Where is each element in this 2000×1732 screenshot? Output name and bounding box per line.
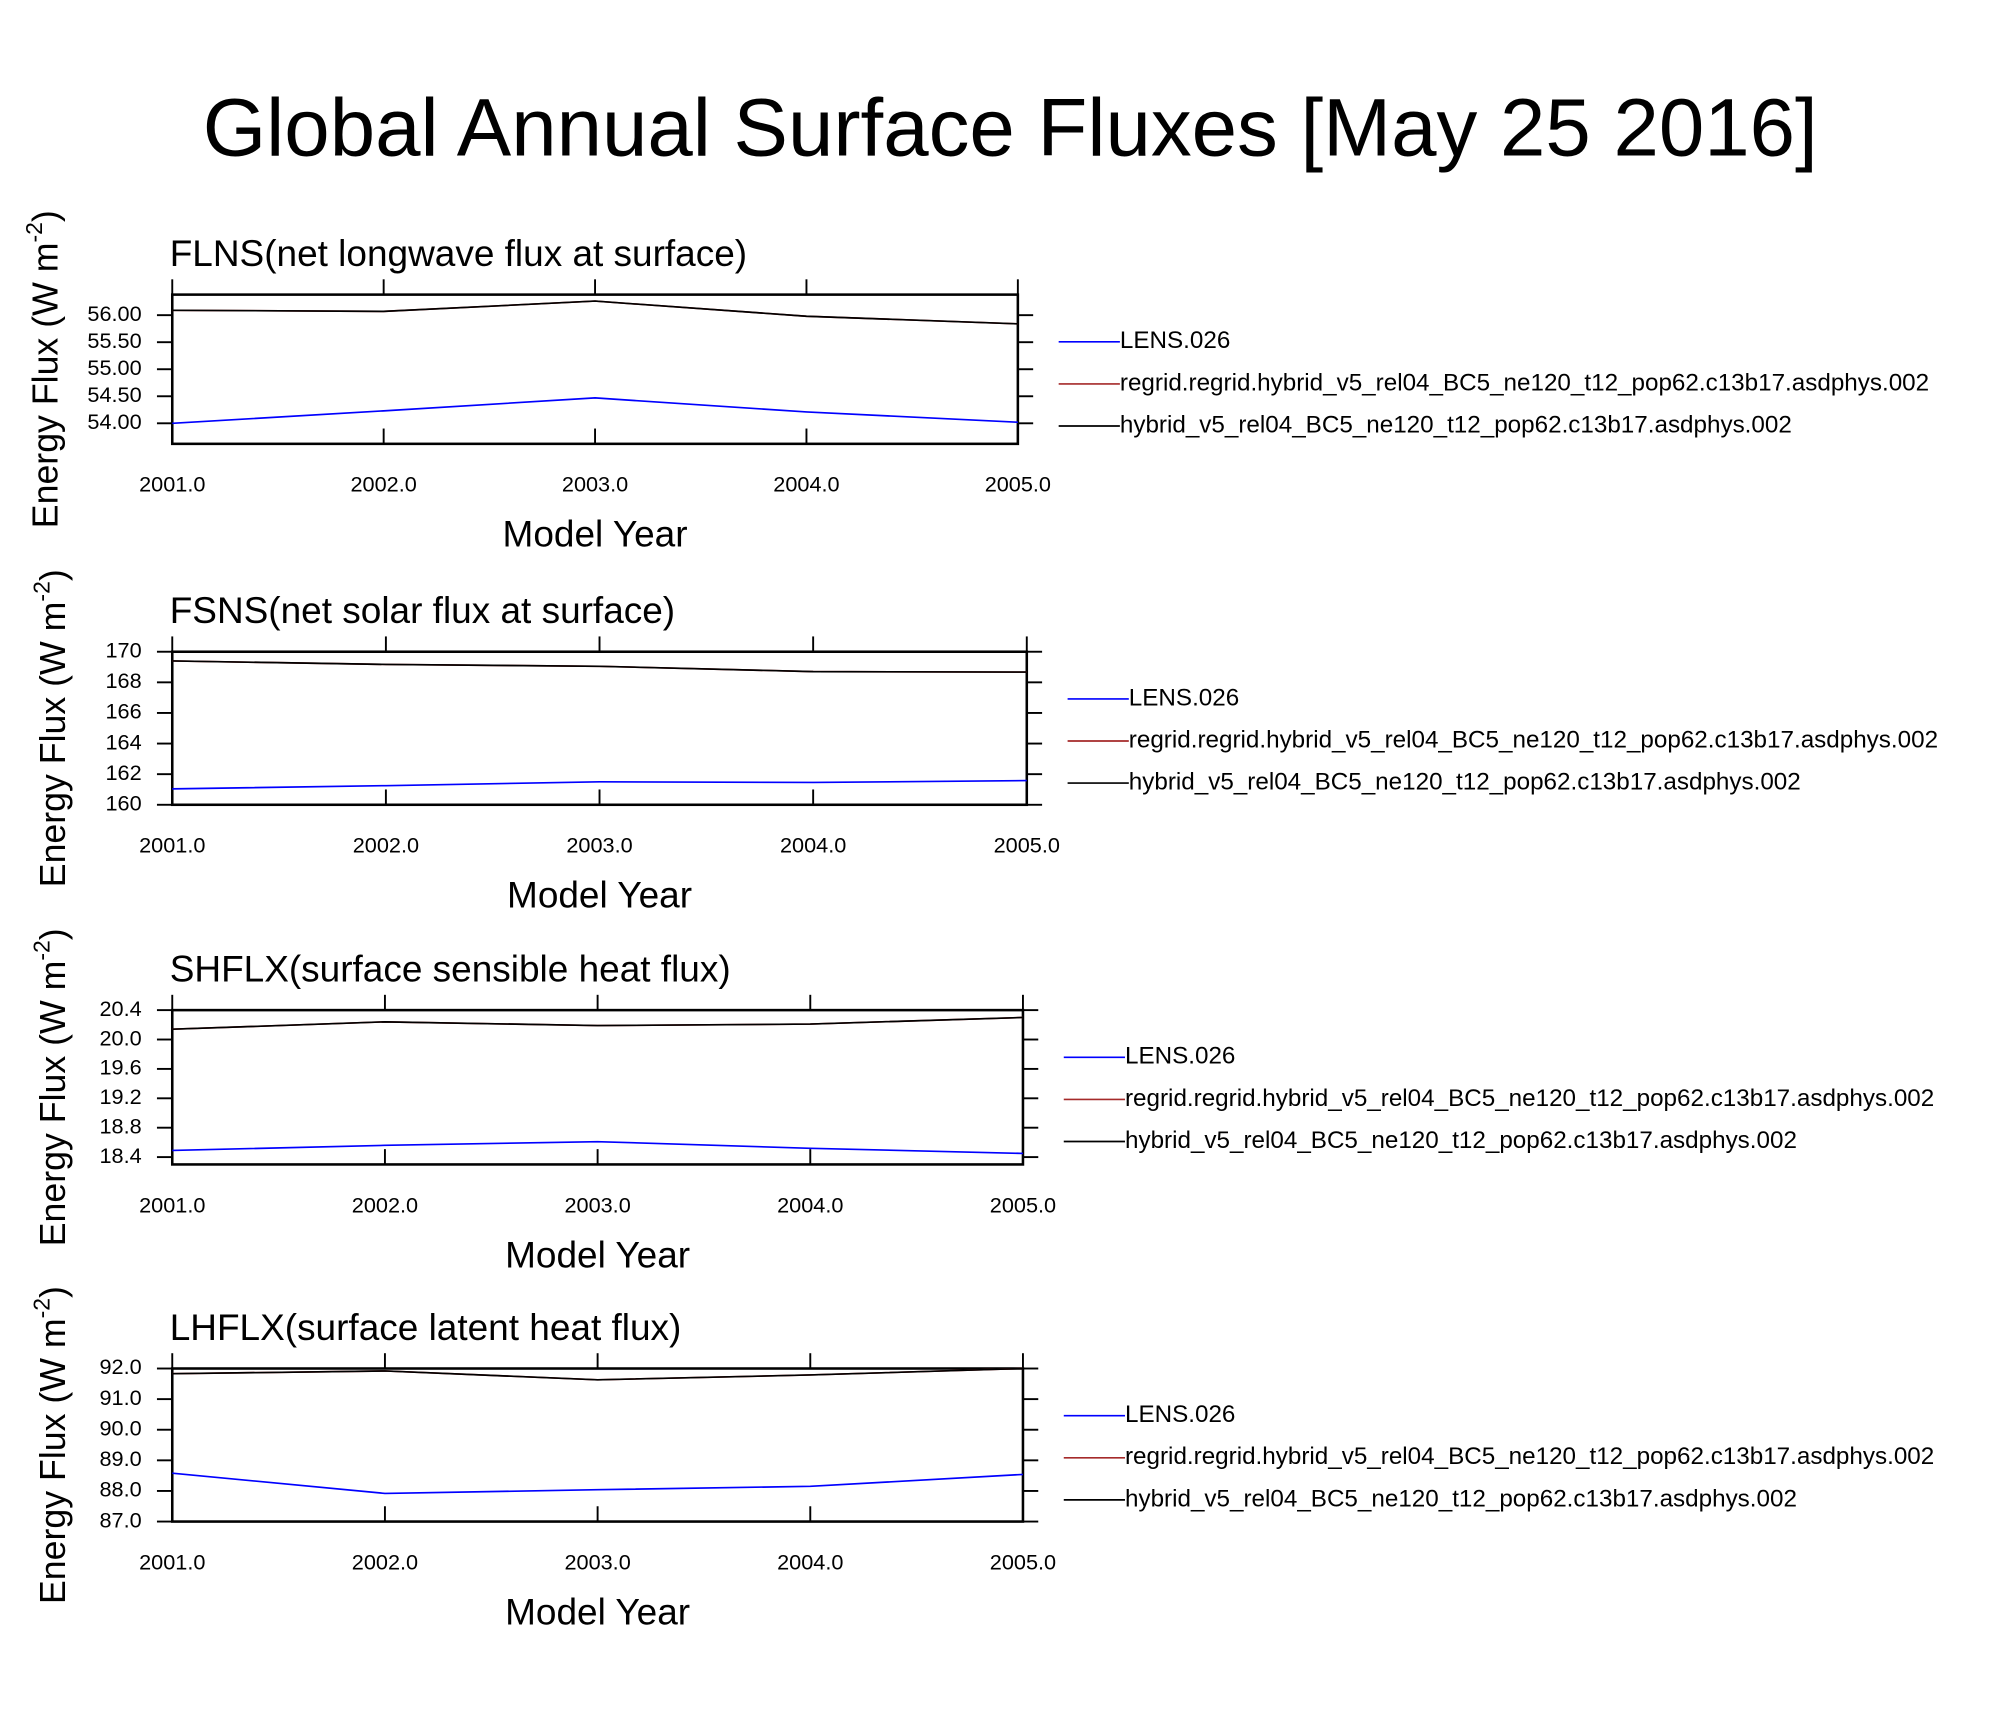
legend-label: hybrid_v5_rel04_BC5_ne120_t12_pop62.c13b… [1125, 1127, 1797, 1154]
x-tick-label: 2003.0 [564, 1549, 630, 1574]
x-tick-label: 2004.0 [780, 833, 846, 858]
y-axis-label-text: Energy Flux (W m [34, 961, 74, 1247]
y-tick-label: 87.0 [99, 1507, 141, 1532]
y-axis-label-text: Energy Flux (W m [26, 243, 66, 529]
x-tick-label: 2003.0 [566, 833, 632, 858]
y-tick-label: 55.50 [87, 328, 141, 353]
series-line [172, 779, 1027, 790]
x-tick-label: 2001.0 [139, 472, 205, 497]
y-tick-label: 54.00 [87, 409, 141, 434]
y-axis-label-close: ) [26, 210, 66, 222]
subplot-title: LHFLX(surface latent heat flux) [170, 1307, 682, 1348]
y-axis-label-sup: -2 [29, 1298, 55, 1318]
legend-label: hybrid_v5_rel04_BC5_ne120_t12_pop62.c13b… [1125, 1485, 1797, 1512]
y-axis-label-close: ) [34, 928, 74, 940]
y-axis-label: Energy Flux (W m-2) [29, 928, 74, 1246]
legend-label: LENS.026 [1125, 1043, 1235, 1070]
legend-label: hybrid_v5_rel04_BC5_ne120_t12_pop62.c13b… [1129, 769, 1801, 796]
x-axis-label: Model Year [507, 875, 692, 916]
y-axis-label-close: ) [34, 569, 74, 581]
legend-label: LENS.026 [1129, 684, 1239, 711]
x-tick-label: 2004.0 [777, 1192, 843, 1217]
x-tick-label: 2005.0 [985, 472, 1051, 497]
x-axis-label: Model Year [505, 1234, 690, 1275]
legend-label: regrid.regrid.hybrid_v5_rel04_BC5_ne120_… [1125, 1085, 1934, 1112]
y-tick-label: 162 [105, 760, 141, 785]
y-tick-label: 54.50 [87, 382, 141, 407]
y-tick-label: 55.00 [87, 355, 141, 380]
x-tick-label: 2001.0 [139, 1192, 205, 1217]
y-tick-label: 166 [105, 699, 141, 724]
x-tick-label: 2005.0 [994, 833, 1060, 858]
y-axis-label-text: Energy Flux (W m [34, 602, 74, 888]
subplot-title: FLNS(net longwave flux at surface) [170, 233, 747, 274]
y-tick-label: 20.0 [99, 1025, 141, 1050]
series-line [172, 397, 1018, 425]
y-axis-label-sup: -2 [29, 581, 55, 601]
series-line [172, 300, 1018, 325]
x-tick-label: 2002.0 [352, 1192, 418, 1217]
y-tick-label: 89.0 [99, 1446, 141, 1471]
x-tick-label: 2002.0 [351, 472, 417, 497]
y-tick-label: 18.4 [99, 1143, 141, 1168]
x-tick-label: 2003.0 [564, 1192, 630, 1217]
x-tick-label: 2002.0 [353, 833, 419, 858]
x-tick-label: 2001.0 [139, 1549, 205, 1574]
legend-label: regrid.regrid.hybrid_v5_rel04_BC5_ne120_… [1129, 726, 1938, 753]
series-line [172, 1472, 1024, 1495]
y-tick-label: 168 [105, 668, 141, 693]
x-tick-label: 2004.0 [777, 1549, 843, 1574]
y-tick-label: 88.0 [99, 1477, 141, 1502]
subplot-title: FSNS(net solar flux at surface) [170, 590, 675, 631]
x-axis-label: Model Year [505, 1591, 690, 1632]
x-tick-label: 2001.0 [139, 833, 205, 858]
y-tick-label: 160 [105, 791, 141, 816]
legend-label: hybrid_v5_rel04_BC5_ne120_t12_pop62.c13b… [1120, 411, 1792, 438]
x-tick-label: 2004.0 [773, 472, 839, 497]
series-line [172, 1367, 1023, 1381]
y-tick-label: 170 [105, 637, 141, 662]
y-tick-label: 91.0 [99, 1385, 141, 1410]
legend-label: regrid.regrid.hybrid_v5_rel04_BC5_ne120_… [1120, 369, 1929, 396]
y-tick-label: 20.4 [99, 996, 141, 1021]
y-tick-label: 164 [105, 729, 141, 754]
legend-label: regrid.regrid.hybrid_v5_rel04_BC5_ne120_… [1125, 1443, 1934, 1470]
y-axis-label-text: Energy Flux (W m [34, 1318, 74, 1604]
y-axis-label: Energy Flux (W m-2) [29, 1286, 74, 1604]
y-tick-label: 90.0 [99, 1415, 141, 1440]
series-line [172, 1016, 1023, 1031]
y-tick-label: 92.0 [99, 1354, 141, 1379]
y-axis-label-sup: -2 [21, 222, 47, 242]
y-tick-label: 18.8 [99, 1113, 141, 1138]
series-line [172, 1140, 1023, 1155]
x-tick-label: 2005.0 [990, 1549, 1056, 1574]
y-axis-label-close: ) [34, 1286, 74, 1298]
figure-title: Global Annual Surface Fluxes [May 25 201… [203, 82, 1818, 173]
legend-label: LENS.026 [1125, 1401, 1235, 1428]
x-tick-label: 2005.0 [990, 1192, 1056, 1217]
x-tick-label: 2003.0 [562, 472, 628, 497]
y-tick-label: 19.6 [99, 1055, 141, 1080]
y-tick-label: 56.00 [87, 301, 141, 326]
y-axis-label: Energy Flux (W m-2) [29, 569, 74, 887]
y-axis-label-sup: -2 [29, 940, 55, 960]
x-axis-label: Model Year [503, 514, 688, 555]
legend-label: LENS.026 [1120, 327, 1230, 354]
x-tick-label: 2002.0 [352, 1549, 418, 1574]
subplot-title: SHFLX(surface sensible heat flux) [170, 949, 731, 990]
series-line [172, 660, 1027, 673]
y-tick-label: 19.2 [99, 1084, 141, 1109]
y-axis-label: Energy Flux (W m-2) [21, 210, 66, 528]
